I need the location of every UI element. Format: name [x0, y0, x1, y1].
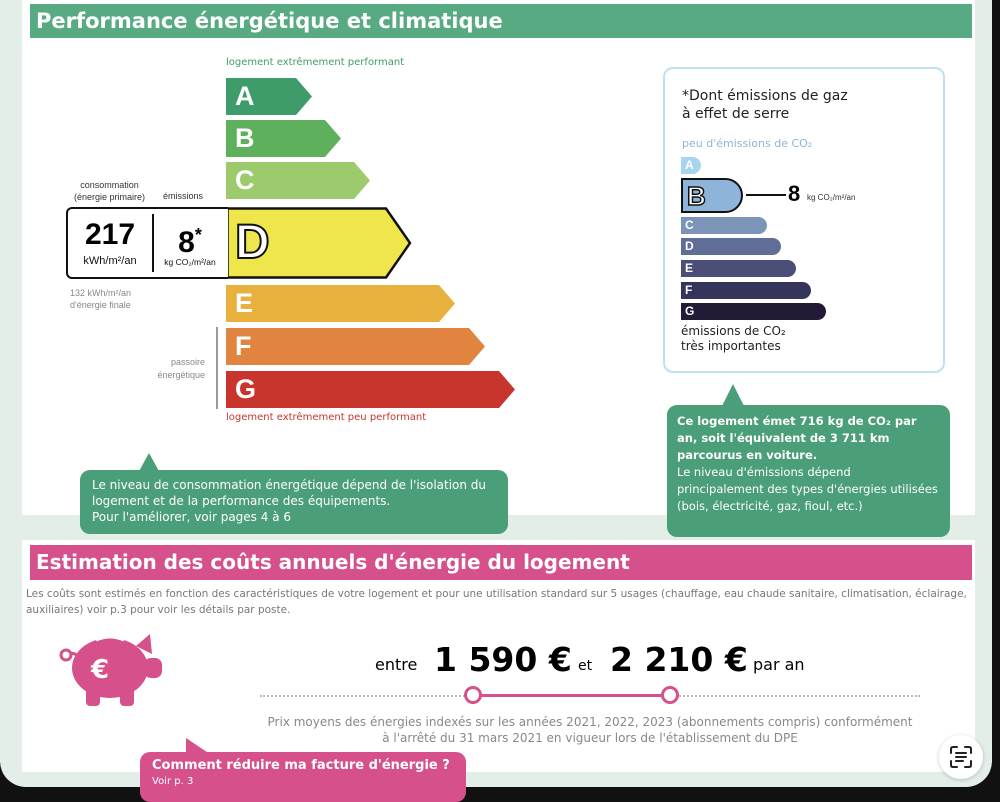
- emissions-value: 8: [178, 226, 195, 259]
- energy-arrow: [226, 285, 455, 322]
- callout-link[interactable]: Pour l'améliorer, voir pages 4 à 6: [92, 510, 292, 524]
- et-label: et: [578, 658, 593, 674]
- consumption-value: 217: [84, 218, 136, 251]
- ges-callout-pointer: [722, 384, 744, 406]
- ges-callout: Ce logement émet 716 kg de CO₂ par an, s…: [667, 405, 950, 537]
- energy-class-f: F: [226, 328, 485, 365]
- ges-class-d: D: [681, 238, 781, 255]
- costs-callout-pointer: [186, 738, 210, 754]
- costs-callout-title[interactable]: Comment réduire ma facture d'énergie ?: [152, 758, 450, 773]
- ges-callout-bold: Ce logement émet 716 kg de CO₂ par an, s…: [677, 414, 917, 462]
- callout-text: Le niveau de consommation énergétique dé…: [92, 478, 487, 508]
- top-label: logement extrêmement performant: [226, 57, 405, 68]
- energy-letter: B: [235, 123, 255, 153]
- entre-label: entre: [375, 655, 418, 674]
- ges-class-c: C: [681, 217, 767, 234]
- emissions-label: émissions: [163, 191, 204, 201]
- energy-letter: C: [235, 165, 255, 195]
- cost-max: 2 210 €: [610, 640, 748, 679]
- emissions-star: *: [194, 225, 202, 245]
- ges-value: 8: [788, 181, 801, 206]
- consumption-unit: kWh/m²/an: [83, 255, 137, 267]
- energy-class-c: C: [226, 162, 370, 199]
- energy-letter: F: [235, 331, 252, 361]
- emissions-unit: kg CO₂/m²/an: [164, 257, 216, 267]
- ges-class-b: B: [681, 178, 743, 213]
- cost-min: 1 590 €: [434, 640, 572, 679]
- costs-description: Les coûts sont estimés en fonction des c…: [26, 588, 967, 616]
- ges-bottom-label: émissions de CO₂ très importantes: [681, 324, 786, 353]
- energy-letter: D: [234, 215, 271, 270]
- energy-letter: E: [235, 288, 254, 318]
- callout-pointer: [138, 453, 160, 473]
- passoire-divider: [216, 327, 218, 409]
- cost-min-marker: [464, 686, 482, 704]
- energy-arrow: [226, 120, 341, 157]
- scan-text-icon: [950, 746, 972, 768]
- costs-callout[interactable]: Comment réduire ma facture d'énergie ? V…: [140, 752, 466, 802]
- ges-title: *Dont émissions de gaz à effet de serre: [682, 88, 848, 122]
- passoire-label: passoire énergétique: [157, 357, 205, 380]
- energy-letter: G: [235, 374, 257, 404]
- ges-top-label: peu d'émissions de CO₂: [682, 137, 813, 150]
- energy-arrow: [226, 78, 312, 115]
- value-box: 217 kWh/m²/an 8* kg CO₂/m²/an: [66, 207, 228, 279]
- ges-callout-text: Le niveau d'émissions dépend principalem…: [677, 465, 938, 513]
- costs-callout-sub[interactable]: Voir p. 3: [152, 776, 194, 787]
- piggy-bank-euro-icon: €: [59, 634, 162, 706]
- energy-arrow: [226, 371, 515, 408]
- performance-title: Performance énergétique et climatique: [30, 4, 972, 38]
- energy-class-d: D: [226, 207, 412, 279]
- ges-class-g: G: [681, 303, 826, 320]
- consumption-label: consommation (énergie primaire): [73, 180, 146, 202]
- energy-class-e: E: [226, 285, 455, 322]
- ges-class-f: F: [681, 282, 811, 299]
- energy-class-b: B: [226, 120, 341, 157]
- bottom-label: logement extrêmement peu performant: [226, 412, 427, 423]
- par-an-label: par an: [753, 655, 805, 674]
- costs-title: Estimation des coûts annuels d'énergie d…: [30, 545, 972, 580]
- energy-arrow: [226, 328, 485, 365]
- svg-text:€: €: [90, 655, 109, 685]
- scan-text-button[interactable]: [939, 735, 983, 779]
- cost-footnote: Prix moyens des énergies indexés sur les…: [267, 715, 913, 745]
- ges-class-e: E: [681, 260, 796, 277]
- performance-callout: Le niveau de consommation énergétique dé…: [80, 470, 508, 534]
- energy-class-a: A: [226, 78, 312, 115]
- energy-letter: A: [235, 81, 255, 111]
- ges-unit: kg CO₂/m²/an: [807, 193, 856, 202]
- final-energy: 132 kWh/m²/an d'énergie finale: [70, 288, 132, 310]
- ges-connector: [746, 194, 786, 196]
- energy-class-g: G: [226, 371, 515, 408]
- energy-arrow: [226, 162, 370, 199]
- ges-class-a: A: [681, 157, 701, 174]
- cost-max-marker: [661, 686, 679, 704]
- cost-range: [473, 694, 670, 697]
